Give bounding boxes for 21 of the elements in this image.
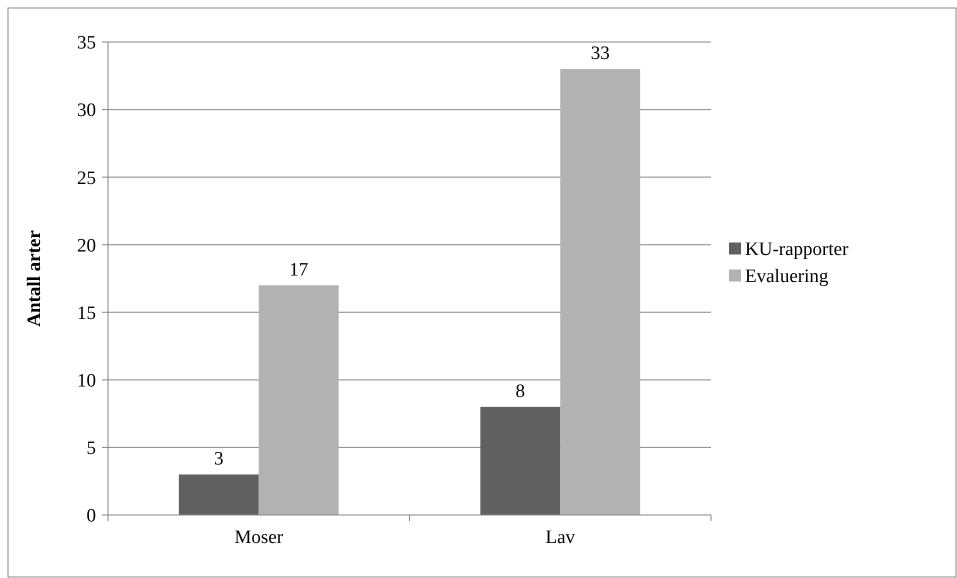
y-tick-label: 20: [77, 235, 96, 256]
bar: [178, 474, 259, 515]
y-tick-label: 25: [77, 168, 96, 189]
y-tick-label: 5: [86, 438, 96, 460]
y-tick-label: 30: [77, 100, 96, 122]
bar: [480, 406, 560, 515]
y-tick-label: 0: [86, 506, 96, 527]
bar: [258, 285, 339, 515]
y-axis-title: Antall arter: [24, 230, 45, 327]
data-label: 17: [289, 259, 308, 280]
data-label: 3: [214, 448, 224, 470]
y-tick-label: 10: [77, 370, 96, 392]
data-label: 8: [516, 380, 526, 402]
legend-label: Evaluering: [745, 266, 829, 288]
x-tick-label: Moser: [234, 527, 284, 548]
legend-label: KU-rapporter: [745, 239, 850, 260]
data-label: 33: [590, 43, 610, 64]
y-tick-label: 15: [77, 302, 96, 324]
x-tick-label: Lav: [545, 527, 576, 548]
y-tick-label: 35: [77, 32, 96, 54]
bar: [560, 69, 640, 515]
